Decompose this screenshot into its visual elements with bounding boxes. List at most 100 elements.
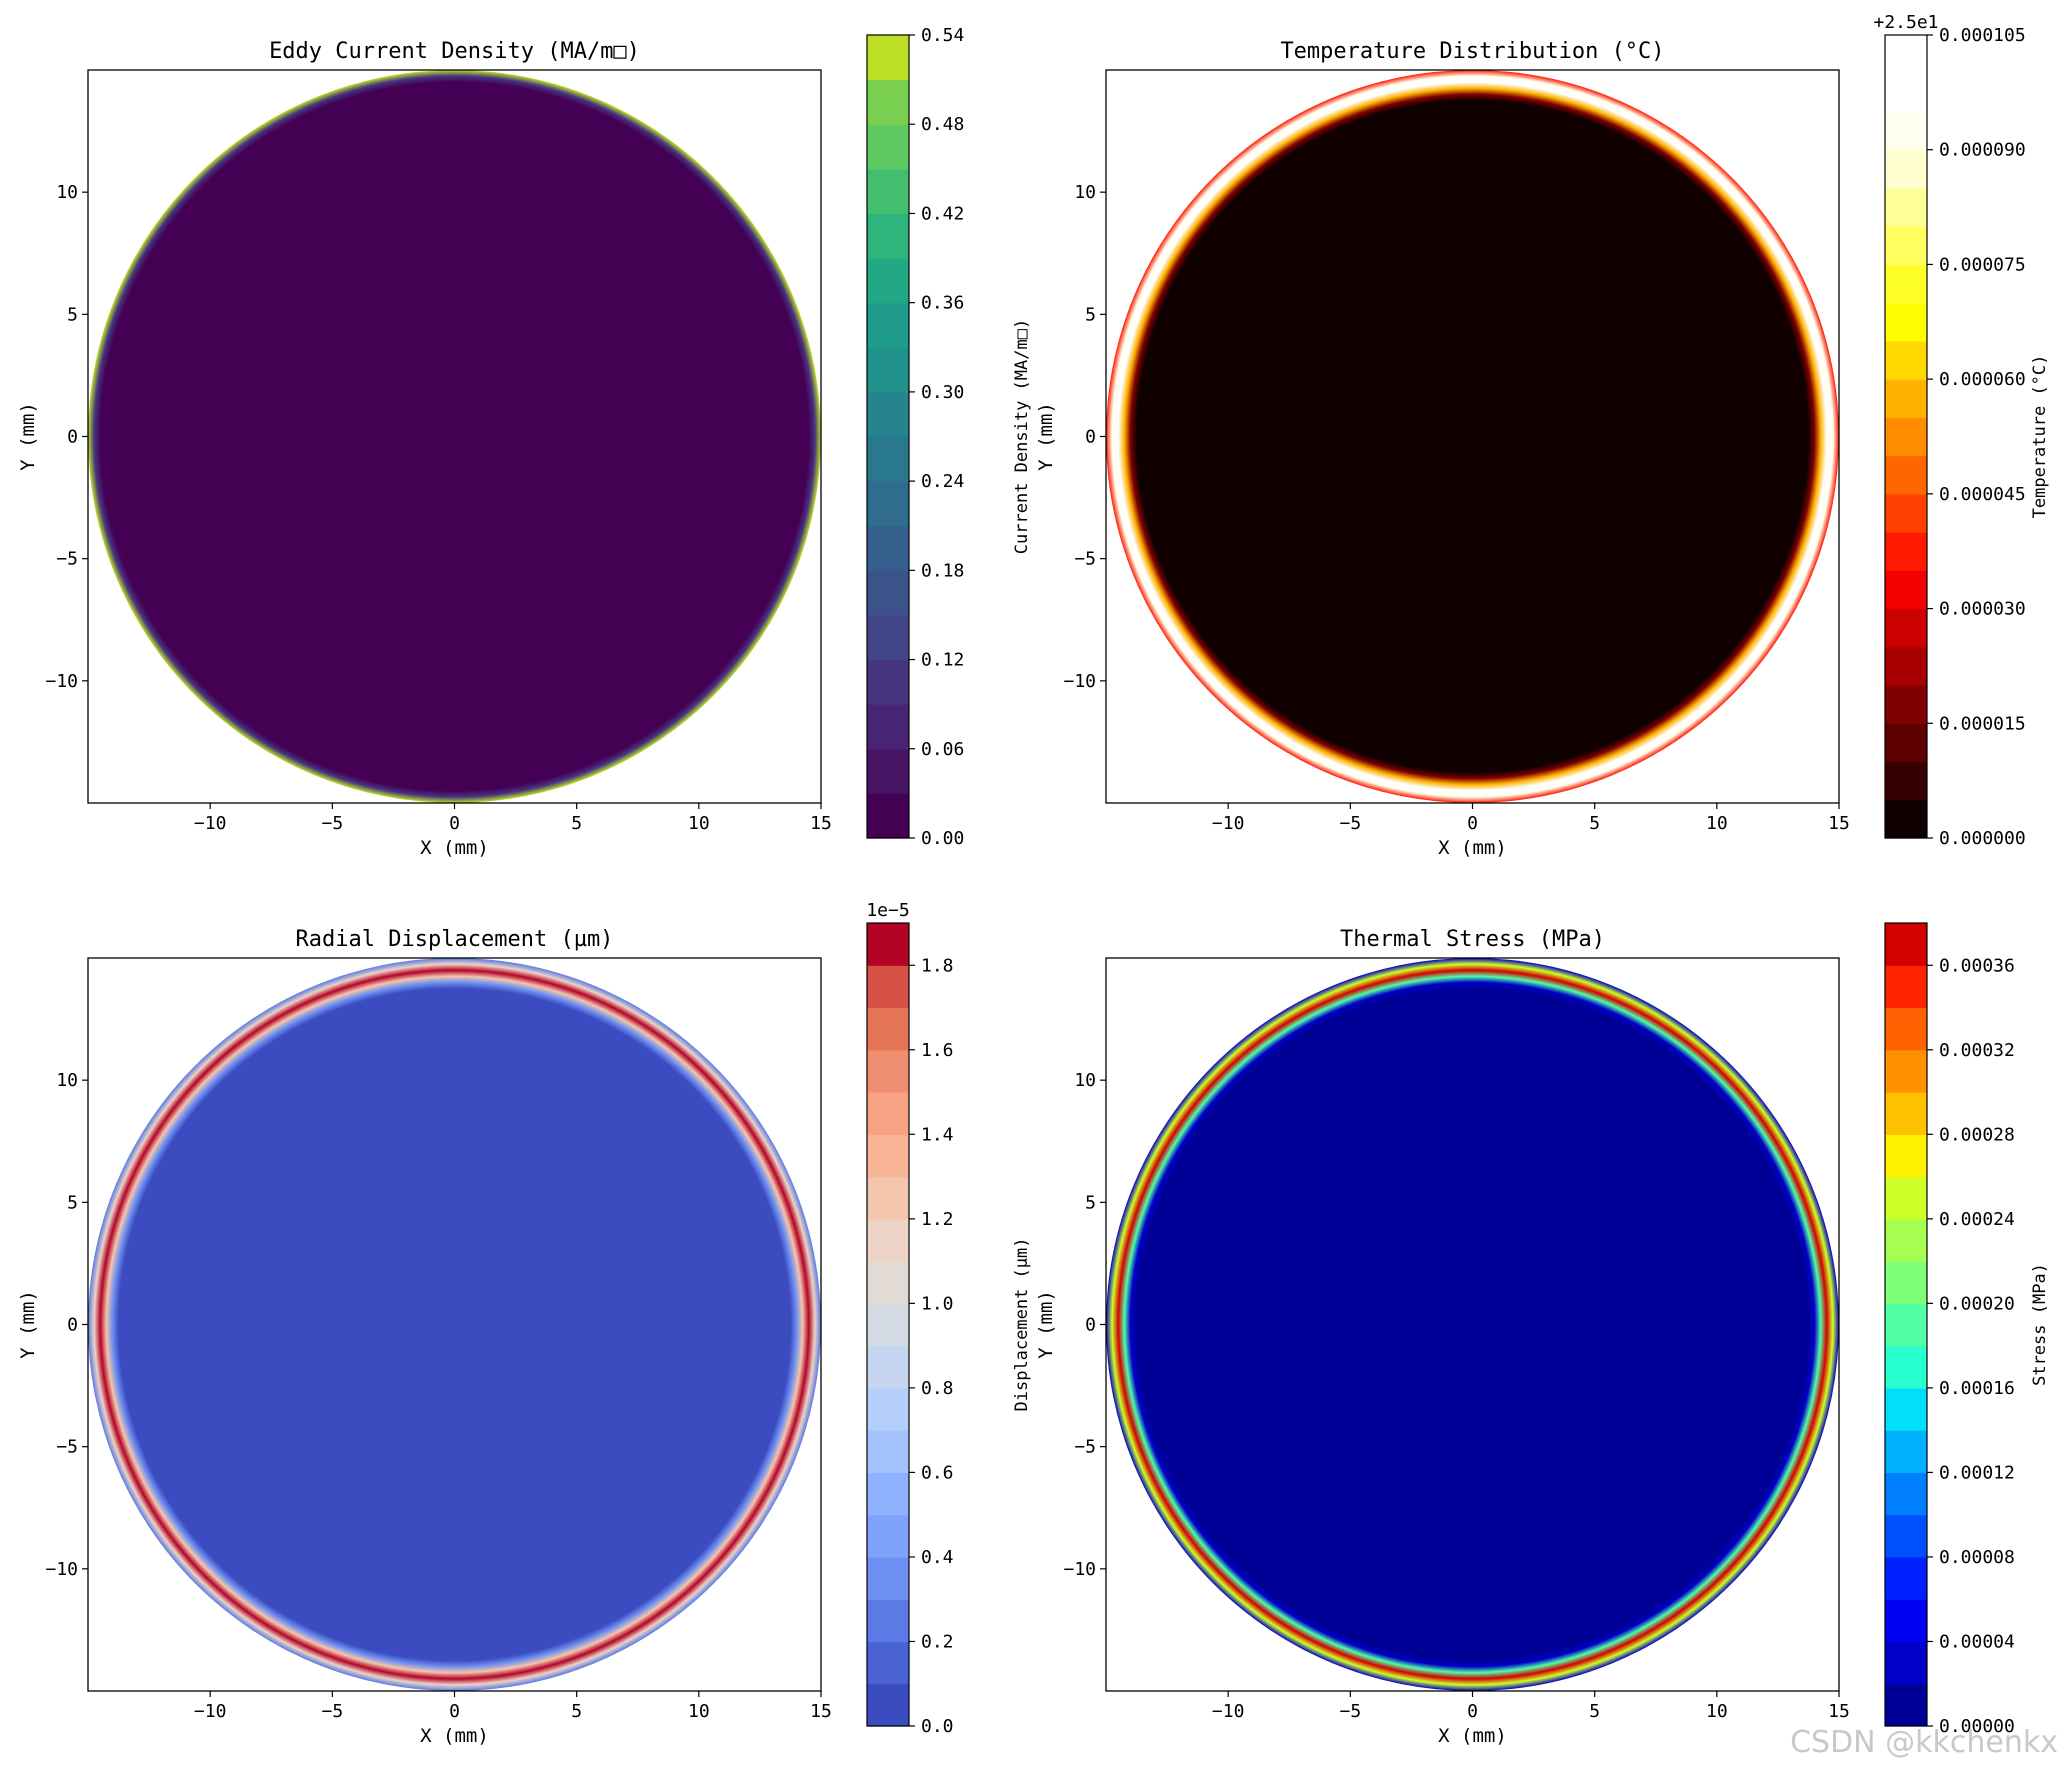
x-axis-label: X (mm) (420, 1725, 489, 1747)
colorbar-level (867, 391, 909, 438)
colorbar-level (867, 258, 909, 304)
colorbar-tick-label: 0.000000 (1939, 828, 2026, 849)
colorbar-tick-label: 0.8 (921, 1378, 954, 1399)
colorbar-level (867, 35, 909, 81)
colorbar-tick-label: 0.54 (921, 25, 964, 46)
colorbar-level (867, 1514, 909, 1558)
chart-panel-3: −10 −5 0 5 10 15 −10 −5 0 5 10 Radial Displacement … (17, 900, 1032, 1747)
colorbar-level (867, 1683, 909, 1727)
colorbar-level (1885, 1683, 1927, 1727)
field-disc (88, 958, 821, 1691)
y-tick-label: 10 (1074, 182, 1096, 203)
x-tick-label: −5 (321, 1701, 343, 1722)
y-tick-label: −5 (1074, 549, 1096, 570)
colorbar-level (1885, 646, 1927, 686)
colorbar-tick-label: 0.24 (921, 471, 964, 492)
colorbar-level (1885, 1049, 1927, 1093)
colorbar-level (867, 1218, 909, 1262)
colorbar-level (1885, 455, 1927, 495)
x-tick-label: 0 (449, 1701, 460, 1722)
colorbar-level (867, 1176, 909, 1220)
colorbar-tick-label: 1.8 (921, 955, 954, 976)
colorbar-tick-label: 1.0 (921, 1293, 954, 1314)
colorbar-tick-label: 0.00032 (1939, 1040, 2015, 1061)
chart-title: Thermal Stress (MPa) (1340, 927, 1605, 952)
colorbar-level (1885, 264, 1927, 304)
chart-title: Radial Displacement (µm) (296, 927, 614, 952)
colorbar-level (867, 302, 909, 348)
chart-panel-4: −10 −5 0 5 10 15 −10 −5 0 5 10 Thermal Stress (MPa)… (1035, 922, 2050, 1747)
colorbar-level (867, 748, 909, 794)
colorbar-tick-label: 0.36 (921, 293, 964, 314)
x-tick-label: 5 (1589, 813, 1600, 834)
colorbar-level (1885, 532, 1927, 571)
colorbar-tick-label: 0.000075 (1939, 254, 2026, 275)
colorbar-level (867, 1092, 909, 1135)
y-tick-label: 5 (67, 304, 78, 325)
colorbar-level (1885, 923, 1927, 966)
colorbar: 0.00 0.06 0.12 0.18 0.24 0.30 0.36 0.42 0.48 0.54… (866, 25, 1032, 849)
y-tick-label: 10 (56, 182, 78, 203)
x-tick-label: 15 (810, 813, 832, 834)
colorbar-level (1885, 149, 1927, 189)
y-tick-label: −10 (45, 671, 78, 692)
y-tick-label: 0 (1085, 1315, 1096, 1336)
colorbar-level (867, 1303, 909, 1347)
colorbar-level (1885, 1556, 1927, 1600)
colorbar-tick-label: 0.00004 (1939, 1631, 2015, 1652)
colorbar-level (867, 1641, 909, 1685)
colorbar-offset-text: 1e−5 (866, 900, 909, 921)
colorbar-tick-label: 0.06 (921, 739, 964, 760)
colorbar-level (867, 213, 909, 259)
x-tick-label: 5 (571, 813, 582, 834)
colorbar-tick-label: 0.000060 (1939, 369, 2026, 390)
x-tick-label: 10 (688, 1701, 710, 1722)
colorbar-level (867, 1049, 909, 1093)
y-tick-label: −5 (1074, 1437, 1096, 1458)
colorbar-tick-label: 0.4 (921, 1547, 954, 1568)
x-tick-label: −5 (1339, 1701, 1361, 1722)
y-tick-label: 0 (1085, 427, 1096, 448)
colorbar-level (867, 659, 909, 705)
colorbar-level (867, 614, 909, 661)
colorbar-label: Current Density (MA/m□) (1012, 319, 1032, 554)
colorbar-level (1885, 965, 1927, 1009)
colorbar-tick-label: 0.00012 (1939, 1462, 2015, 1483)
colorbar-level (1885, 73, 1927, 113)
x-tick-label: 5 (571, 1701, 582, 1722)
y-tick-label: −5 (56, 1437, 78, 1458)
y-axis-label: Y (mm) (17, 1290, 39, 1359)
y-tick-label: 10 (56, 1070, 78, 1091)
colorbar-level (1885, 302, 1927, 342)
colorbar-level (867, 525, 909, 571)
colorbar-level (867, 481, 909, 527)
colorbar-level (867, 347, 909, 393)
colorbar-level (867, 570, 909, 616)
chart-title: Eddy Current Density (MA/m□) (269, 39, 640, 64)
field-disc (1106, 958, 1839, 1691)
colorbar-level (1885, 685, 1927, 724)
colorbar-frame (1884, 34, 1928, 839)
x-tick-label: 0 (1467, 813, 1478, 834)
colorbar-level (1885, 1472, 1927, 1516)
chart-panel-2: −10 −5 0 5 10 15 −10 −5 0 5 10 Temperature Distribu… (1035, 12, 2050, 859)
colorbar-tick-label: 0.000090 (1939, 140, 2026, 161)
colorbar-tick-label: 0.000030 (1939, 599, 2026, 620)
colorbar-tick-label: 0.00024 (1939, 1209, 2015, 1230)
x-tick-label: −10 (1212, 1701, 1245, 1722)
colorbar-tick-label: 0.00000 (1939, 1716, 2015, 1737)
x-tick-label: −10 (194, 1701, 227, 1722)
chart-panel-1: −10 −5 0 5 10 15 −10 −5 0 5 10 Eddy Current Density… (17, 25, 1032, 859)
y-tick-label: 10 (1074, 1070, 1096, 1091)
colorbar-tick-label: 0.12 (921, 650, 964, 671)
y-tick-label: 5 (1085, 1192, 1096, 1213)
colorbar-level (1885, 1218, 1927, 1262)
colorbar-level (867, 79, 909, 125)
colorbar-tick-label: 0.48 (921, 114, 964, 135)
y-tick-label: −10 (1063, 1559, 1096, 1580)
x-tick-label: 0 (1467, 1701, 1478, 1722)
x-tick-label: 15 (810, 1701, 832, 1722)
colorbar: 0.0 0.2 0.4 0.6 0.8 1.0 1.2 1.4 1.6 1.8 1e−5 Displa… (866, 900, 1032, 1737)
colorbar-level (1885, 723, 1927, 763)
